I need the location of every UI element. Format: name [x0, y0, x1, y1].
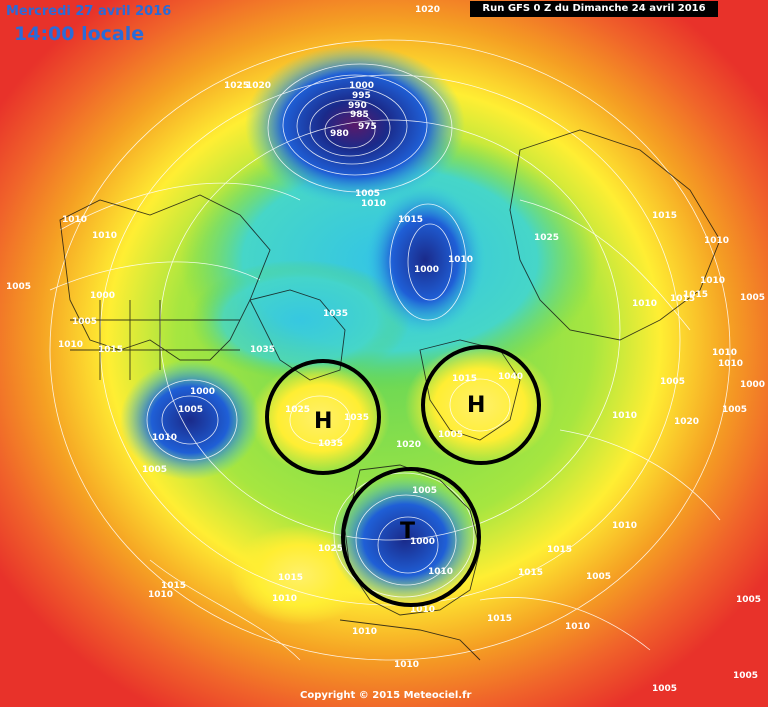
high-circle-east [421, 345, 541, 465]
isobar-label: 1040 [498, 372, 523, 382]
high-label-west: H [314, 409, 332, 434]
isobar-label: 1005 [652, 684, 677, 694]
isobar-label: 1015 [518, 568, 543, 578]
isobar-label: 1010 [352, 627, 377, 637]
isobar-label: 1020 [674, 417, 699, 427]
isobar-label: 1010 [718, 359, 743, 369]
isobar-label: 1010 [361, 199, 386, 209]
isobar-label: 1010 [394, 660, 419, 670]
isobar-label: 985 [350, 110, 369, 120]
isobar-label: 1005 [586, 572, 611, 582]
isobar-label: 1025 [224, 81, 249, 91]
isobar-label: 1005 [736, 595, 761, 605]
isobar-label: 995 [352, 91, 371, 101]
isobar-label: 1005 [660, 377, 685, 387]
isobar-label: 1015 [161, 581, 186, 591]
isobar-label: 1000 [190, 387, 215, 397]
isobar-label: 1015 [547, 545, 572, 555]
isobar-label: 1010 [62, 215, 87, 225]
copyright-text: Copyright © 2015 Meteociel.fr [300, 690, 472, 701]
isobar-label: 1010 [272, 594, 297, 604]
isobar-label: 1020 [246, 81, 271, 91]
arctic-band-west [190, 260, 410, 380]
isobar-label: 1035 [318, 439, 343, 449]
low-circle-europe [341, 467, 481, 607]
isobar-label: 1010 [712, 348, 737, 358]
high-zone-east [405, 345, 555, 465]
isobar-label: 1010 [410, 605, 435, 615]
isobar-label: 1010 [58, 340, 83, 350]
isobar-label: 1010 [92, 231, 117, 241]
isobar-label: 1015 [398, 215, 423, 225]
isobar-label: 1015 [452, 374, 477, 384]
isobar-label: 1010 [704, 236, 729, 246]
high-circle-west [265, 359, 381, 475]
high-zone-west [250, 363, 390, 473]
isobar-label: 1020 [415, 5, 440, 15]
isobar-label: 1005 [733, 671, 758, 681]
run-info-banner: Run GFS 0 Z du Dimanche 24 avril 2016 [470, 1, 718, 17]
isobar-label: 1025 [318, 544, 343, 554]
isobar-label: 1005 [740, 293, 765, 303]
isobar-label: 1010 [612, 521, 637, 531]
isobar-label: 1015 [278, 573, 303, 583]
isobar-label: 1000 [349, 81, 374, 91]
low-zone-north [245, 45, 465, 205]
isobar-label: 1010 [428, 567, 453, 577]
forecast-time: 14:00 locale [14, 23, 145, 45]
isobar-label: 1015 [652, 211, 677, 221]
isobar-label: 1010 [448, 255, 473, 265]
isobar-label: 980 [330, 129, 349, 139]
low-zone-west [120, 360, 260, 480]
isobar-label: 1000 [410, 537, 435, 547]
isobar-label: 1015 [683, 290, 708, 300]
isobar-label: 1035 [344, 413, 369, 423]
isobar-label: 1000 [414, 265, 439, 275]
isobar-label: 1025 [285, 405, 310, 415]
isobar-label: 1005 [355, 189, 380, 199]
low-zone-central [365, 185, 485, 335]
low-label-europe: T [400, 519, 415, 544]
isobar-label: 1015 [487, 614, 512, 624]
isobar-label: 1010 [700, 276, 725, 286]
isobar-label: 1005 [6, 282, 31, 292]
isobar-label: 1010 [612, 411, 637, 421]
high-label-east: H [467, 393, 485, 418]
isobar-label: 1015 [98, 345, 123, 355]
forecast-date: Mercredi 27 avril 2016 [6, 4, 172, 19]
isobar-label: 990 [348, 101, 367, 111]
isobar-label: 1000 [740, 380, 765, 390]
isobar-label: 1005 [722, 405, 747, 415]
isobar-labels: 1020 1025 1020 1000 995 990 985 980 975 … [6, 5, 765, 694]
annotation-circles [265, 345, 541, 607]
isobar-label: 1015 [670, 294, 695, 304]
isobar-label: 1010 [152, 433, 177, 443]
isobar-label: 1005 [412, 486, 437, 496]
isobar-label: 1005 [72, 317, 97, 327]
low-zone-europe [330, 475, 480, 605]
isobar-label: 1035 [323, 309, 348, 319]
isobar-label: 1000 [90, 291, 115, 301]
isobar-label: 1020 [396, 440, 421, 450]
isobar-label: 1035 [250, 345, 275, 355]
isobar-label: 1005 [178, 405, 203, 415]
isobar-label: 1010 [565, 622, 590, 632]
isobar-label: 1010 [148, 590, 173, 600]
coastlines [59, 129, 721, 661]
isobar-label: 1005 [142, 465, 167, 475]
isobar-label: 1010 [632, 299, 657, 309]
isobar-label: 1025 [534, 233, 559, 243]
isobar-label: 975 [358, 122, 377, 132]
isobar-label: 1005 [438, 430, 463, 440]
